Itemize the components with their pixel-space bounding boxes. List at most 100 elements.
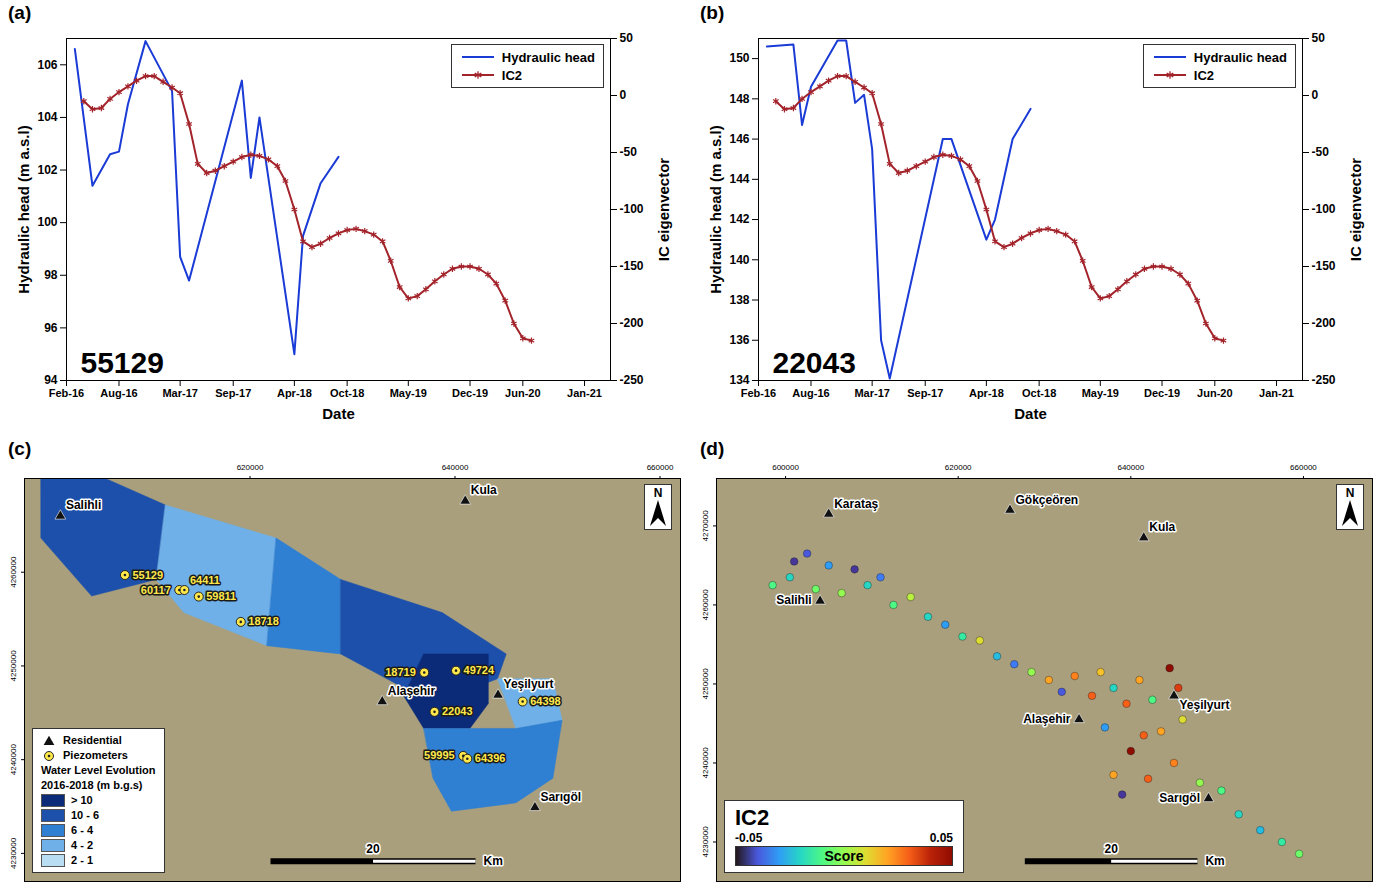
- svg-text:IC eigenvector: IC eigenvector: [1347, 158, 1364, 262]
- svg-text:64411: 64411: [190, 574, 220, 586]
- svg-text:640000: 640000: [442, 463, 469, 472]
- svg-text:Oct-18: Oct-18: [330, 387, 364, 399]
- svg-text:660000: 660000: [647, 463, 674, 472]
- svg-text:Sarıgöl: Sarıgöl: [540, 790, 581, 804]
- svg-text:Sep-17: Sep-17: [215, 387, 251, 399]
- svg-text:Yeşilyurt: Yeşilyurt: [504, 677, 554, 691]
- svg-text:Kula: Kula: [471, 483, 497, 497]
- svg-text:55129: 55129: [132, 569, 163, 581]
- svg-text:18719: 18719: [385, 666, 416, 678]
- svg-text:-100: -100: [1312, 202, 1336, 216]
- svg-text:Jan-21: Jan-21: [567, 387, 602, 399]
- svg-text:-100: -100: [620, 202, 644, 216]
- svg-text:Dec-19: Dec-19: [452, 387, 488, 399]
- svg-text:100: 100: [37, 215, 57, 229]
- svg-text:Apr-18: Apr-18: [969, 387, 1004, 399]
- svg-text:-150: -150: [620, 259, 644, 273]
- svg-text:Apr-18: Apr-18: [277, 387, 312, 399]
- svg-text:150: 150: [729, 51, 749, 65]
- svg-text:102: 102: [37, 163, 57, 177]
- svg-text:Gökçeören: Gökçeören: [1015, 493, 1078, 507]
- svg-text:50: 50: [620, 31, 634, 45]
- svg-text:4240000: 4240000: [701, 747, 710, 779]
- svg-text:134: 134: [729, 373, 749, 387]
- svg-text:Yeşilyurt: Yeşilyurt: [1179, 698, 1229, 712]
- svg-text:IC eigenvector: IC eigenvector: [655, 158, 672, 262]
- svg-text:Karataş: Karataş: [834, 497, 878, 511]
- svg-text:Aug-16: Aug-16: [100, 387, 137, 399]
- svg-text:Hydraulic head (m a.s.l): Hydraulic head (m a.s.l): [15, 125, 32, 293]
- svg-text:620000: 620000: [945, 463, 972, 472]
- svg-text:Hydraulic head (m a.s.l): Hydraulic head (m a.s.l): [707, 125, 724, 293]
- svg-text:4250000: 4250000: [9, 650, 18, 682]
- svg-text:Mar-17: Mar-17: [162, 387, 197, 399]
- svg-text:Salihli: Salihli: [66, 498, 101, 512]
- svg-text:4240000: 4240000: [9, 744, 18, 776]
- svg-text:22043: 22043: [442, 705, 473, 717]
- svg-text:May-19: May-19: [390, 387, 427, 399]
- svg-text:Sarıgöl: Sarıgöl: [1159, 791, 1200, 805]
- svg-text:Jan-21: Jan-21: [1259, 387, 1294, 399]
- svg-text:59995: 59995: [424, 749, 455, 761]
- svg-text:Feb-16: Feb-16: [741, 387, 776, 399]
- svg-text:50: 50: [1312, 31, 1326, 45]
- svg-text:-50: -50: [1312, 145, 1330, 159]
- svg-text:0: 0: [620, 88, 627, 102]
- svg-text:Salihli: Salihli: [776, 593, 811, 607]
- svg-text:Date: Date: [1014, 405, 1047, 422]
- svg-text:104: 104: [37, 110, 57, 124]
- svg-text:0: 0: [1312, 88, 1319, 102]
- svg-text:4250000: 4250000: [701, 668, 710, 700]
- svg-text:20: 20: [1104, 842, 1118, 856]
- svg-text:94: 94: [44, 373, 58, 387]
- svg-text:Alaşehir: Alaşehir: [1023, 712, 1071, 726]
- svg-text:Jun-20: Jun-20: [505, 387, 540, 399]
- svg-text:Feb-16: Feb-16: [49, 387, 84, 399]
- svg-text:Jun-20: Jun-20: [1197, 387, 1232, 399]
- svg-text:138: 138: [729, 293, 749, 307]
- svg-text:640000: 640000: [1117, 463, 1144, 472]
- svg-text:N: N: [654, 486, 663, 500]
- svg-text:Oct-18: Oct-18: [1022, 387, 1056, 399]
- svg-text:146: 146: [729, 132, 749, 146]
- svg-text:4270000: 4270000: [701, 510, 710, 542]
- svg-text:Mar-17: Mar-17: [854, 387, 889, 399]
- svg-text:64396: 64396: [475, 752, 506, 764]
- svg-text:Kula: Kula: [1149, 520, 1175, 534]
- svg-text:59811: 59811: [206, 590, 236, 602]
- svg-text:142: 142: [729, 212, 749, 226]
- svg-text:Sep-17: Sep-17: [907, 387, 943, 399]
- svg-text:18718: 18718: [248, 615, 279, 627]
- svg-text:-200: -200: [620, 316, 644, 330]
- svg-text:148: 148: [729, 92, 749, 106]
- svg-text:106: 106: [37, 58, 57, 72]
- svg-text:4230000: 4230000: [701, 826, 710, 858]
- svg-text:N: N: [1346, 486, 1355, 500]
- svg-text:620000: 620000: [237, 463, 264, 472]
- svg-text:60117: 60117: [141, 584, 171, 596]
- svg-text:136: 136: [729, 333, 749, 347]
- svg-text:600000: 600000: [772, 463, 799, 472]
- svg-text:4260000: 4260000: [701, 589, 710, 621]
- svg-text:Dec-19: Dec-19: [1144, 387, 1180, 399]
- svg-text:660000: 660000: [1290, 463, 1317, 472]
- svg-text:Alaşehir: Alaşehir: [388, 684, 436, 698]
- svg-text:22043: 22043: [773, 346, 856, 379]
- svg-text:-150: -150: [1312, 259, 1336, 273]
- svg-text:-250: -250: [1312, 373, 1336, 387]
- svg-text:64398: 64398: [530, 695, 561, 707]
- svg-text:55129: 55129: [81, 346, 164, 379]
- svg-text:Date: Date: [322, 405, 355, 422]
- svg-text:98: 98: [44, 268, 58, 282]
- svg-text:-50: -50: [620, 145, 638, 159]
- svg-text:140: 140: [729, 253, 749, 267]
- svg-text:May-19: May-19: [1082, 387, 1119, 399]
- svg-text:4260000: 4260000: [9, 556, 18, 588]
- svg-text:4230000: 4230000: [9, 837, 18, 869]
- svg-text:Aug-16: Aug-16: [792, 387, 829, 399]
- svg-text:Km: Km: [484, 854, 503, 868]
- svg-text:-200: -200: [1312, 316, 1336, 330]
- svg-text:-250: -250: [620, 373, 644, 387]
- svg-text:Km: Km: [1205, 854, 1224, 868]
- svg-text:96: 96: [44, 321, 58, 335]
